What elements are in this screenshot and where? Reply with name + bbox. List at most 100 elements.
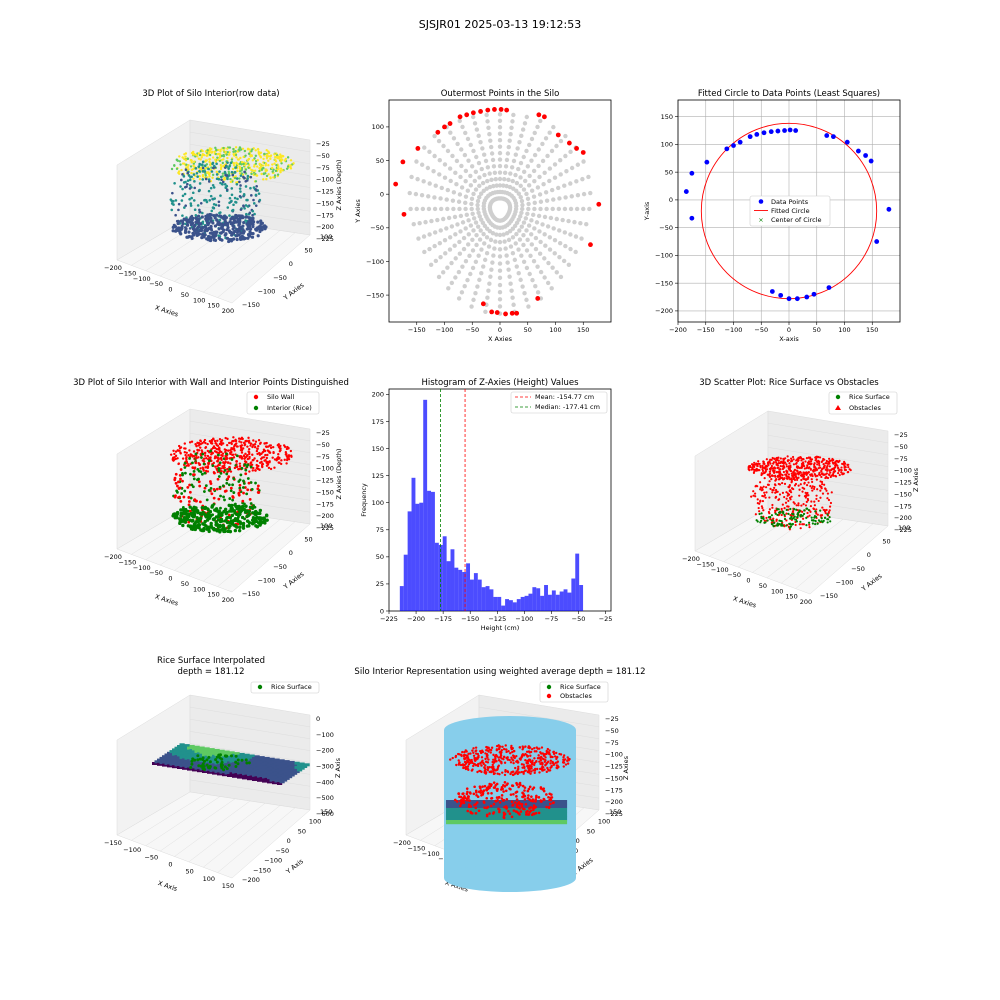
p4-point (280, 463, 282, 465)
p6-point (783, 471, 785, 473)
p4-point (231, 495, 234, 498)
p1-point (235, 234, 238, 237)
p1-point (261, 169, 263, 171)
p6-point (823, 484, 825, 486)
p1-point (187, 220, 190, 223)
p1-point (196, 175, 199, 178)
p4-point (287, 447, 289, 449)
p1-point (250, 194, 253, 197)
p6-point (753, 462, 755, 464)
p8-surface-cell (556, 816, 562, 820)
p4-point (219, 507, 222, 510)
p1-point (212, 236, 215, 239)
p8-point (528, 759, 530, 761)
p1-point (259, 155, 261, 157)
p8-point (554, 755, 556, 757)
p8-point (562, 756, 564, 758)
p8-surface-cell (507, 820, 513, 824)
p2-gray-point (471, 248, 475, 252)
p2-xtick-label: −100 (436, 326, 454, 334)
p2-ytick-label: −100 (366, 258, 384, 266)
p2-gray-point (516, 247, 520, 251)
p6-point (760, 466, 762, 468)
p3-data-point (831, 134, 836, 139)
p6-point (770, 468, 772, 470)
p7-xtick-label: −50 (144, 853, 158, 861)
p1-point (227, 226, 230, 229)
p4-ylabel: Y Axies (281, 570, 306, 592)
p3-xtick-label: −150 (697, 326, 715, 334)
p2-gray-point (498, 177, 502, 181)
p8-point (557, 760, 559, 762)
p2-gray-point (514, 232, 518, 236)
p4-point (211, 504, 214, 507)
p6-point (793, 463, 795, 465)
p8-point (526, 755, 528, 757)
p6-ztick-label: −75 (894, 455, 908, 463)
p2-gray-point (540, 222, 544, 226)
p1-point (241, 228, 244, 231)
p1-point (181, 156, 183, 158)
p2-gray-point (491, 253, 495, 257)
p1-point (236, 170, 238, 172)
p2-gray-point (563, 154, 567, 158)
p8-point (534, 750, 536, 752)
p1-point (269, 176, 271, 178)
p4-point (187, 496, 190, 499)
p1-point (198, 170, 201, 173)
p2-gray-point (483, 258, 487, 262)
p4-point (201, 442, 203, 444)
p1-point (172, 200, 175, 203)
p1-point (255, 180, 257, 182)
p4-point (217, 478, 220, 481)
p8-point (519, 771, 521, 773)
p3-data-point (731, 143, 736, 148)
p1-point (198, 189, 201, 192)
p1-point (212, 206, 215, 209)
p6-point (806, 512, 808, 514)
p2-gray-point (548, 166, 552, 170)
p5-ytick-label: 75 (376, 526, 384, 534)
p8-point (479, 750, 481, 752)
p1-point (239, 146, 241, 148)
p1-point (255, 185, 258, 188)
p1-point (192, 233, 195, 236)
p2-gray-point (527, 174, 531, 178)
p8-point (548, 769, 550, 771)
p2-ytick-label: 100 (372, 123, 384, 131)
p6-point (808, 457, 810, 459)
p4-point (247, 437, 249, 439)
p1-point (215, 214, 218, 217)
p7-ytick-label: −50 (275, 847, 289, 855)
p4-point (220, 519, 223, 522)
p6-point (828, 458, 830, 460)
p4-point (219, 438, 221, 440)
p4-point (198, 463, 201, 466)
p4-point (239, 474, 242, 477)
p4-point (179, 508, 182, 511)
p7-point (197, 764, 200, 767)
p1-point (231, 174, 234, 177)
p4-point (172, 450, 174, 452)
p6-point (781, 508, 783, 510)
p4-point (177, 480, 180, 483)
p2-gray-point (449, 179, 453, 183)
p6-point (791, 459, 793, 461)
p4-point (271, 456, 273, 458)
p2-gray-point (526, 202, 530, 206)
p8-point (516, 760, 518, 762)
p6-point (805, 492, 807, 494)
p8-point (496, 745, 498, 747)
p5-bar (552, 590, 556, 611)
p6-point (820, 476, 822, 478)
p6-point (816, 475, 818, 477)
p3-legend-center: Center of Circle (771, 216, 822, 224)
p6-point (777, 476, 779, 478)
p1-point (217, 178, 220, 181)
p5-xtick-label: −75 (545, 615, 559, 623)
p8-point (467, 761, 469, 763)
p3-xtick-label: 50 (813, 326, 821, 334)
p2-gray-point (536, 185, 540, 189)
p8-xtick-label: −100 (422, 850, 440, 858)
p2-gray-point (556, 186, 560, 190)
